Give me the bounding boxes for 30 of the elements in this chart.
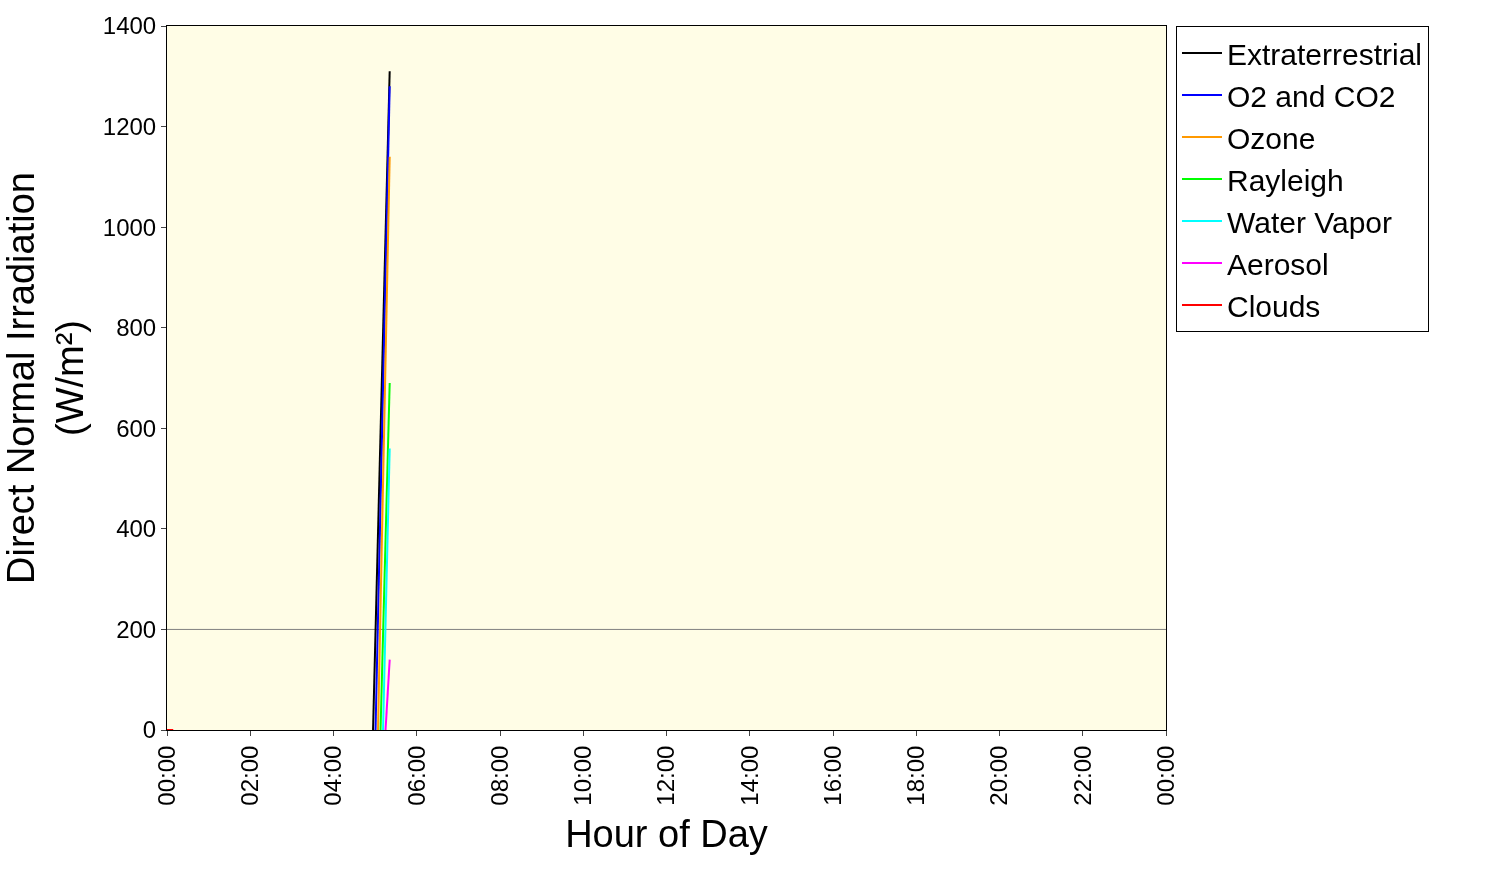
x-axis-title: Hour of Day — [565, 812, 768, 855]
x-tick-label: 16:00 — [818, 745, 846, 806]
legend-label: Water Vapor — [1226, 205, 1393, 239]
x-tick-label: 14:00 — [735, 745, 763, 806]
x-tick-label: 10:00 — [569, 745, 597, 806]
x-tick-label: 22:00 — [1068, 745, 1096, 806]
y-tick-label: 200 — [116, 615, 157, 643]
x-tick-label: 02:00 — [236, 745, 264, 806]
y-tick-label: 1000 — [102, 213, 157, 241]
x-tick-label: 00:00 — [152, 745, 180, 806]
legend-label: O2 and CO2 — [1226, 79, 1396, 113]
legend-label: Rayleigh — [1226, 163, 1344, 197]
y-tick-label: 800 — [116, 314, 157, 342]
x-tick-label: 08:00 — [485, 745, 513, 806]
y-tick-label: 1200 — [102, 112, 157, 140]
legend-label: Ozone — [1226, 121, 1316, 155]
y-tick-label: 1400 — [102, 12, 157, 40]
x-tick-label: 18:00 — [902, 745, 930, 806]
legend-label: Clouds — [1226, 289, 1321, 323]
legend-label: Extraterrestrial — [1226, 37, 1423, 71]
legend-label: Aerosol — [1226, 247, 1329, 281]
y-tick-label: 0 — [142, 716, 157, 744]
y-axis-title: Direct Normal Irradiation (W/m²) — [0, 172, 92, 584]
y-tick-label: 400 — [116, 515, 157, 543]
y-tick-label: 600 — [116, 414, 157, 442]
x-tick-label: 20:00 — [985, 745, 1013, 806]
x-tick-label: 04:00 — [319, 745, 347, 806]
x-tick-label: 00:00 — [1151, 745, 1179, 806]
x-tick-label: 06:00 — [402, 745, 430, 806]
x-tick-label: 12:00 — [652, 745, 680, 806]
